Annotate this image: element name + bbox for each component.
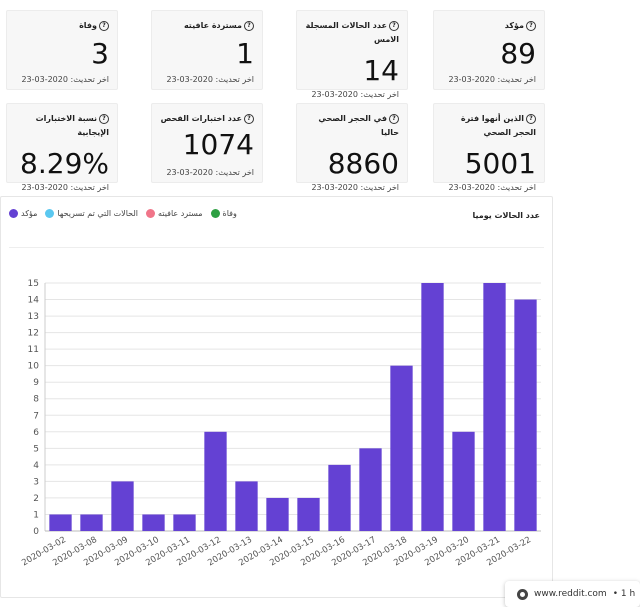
legend-dot-icon	[45, 209, 55, 218]
bar	[204, 431, 227, 531]
legend-label: مسترد عافيته	[158, 209, 203, 218]
y-tick-label: 0	[33, 527, 39, 537]
y-tick-label: 12	[28, 329, 39, 339]
card-value: 8.29%	[20, 147, 109, 180]
card-updated: اخر تحديث: 2020-03-23	[166, 168, 254, 177]
card-value: 1	[236, 37, 254, 70]
card-updated: اخر تحديث: 2020-03-23	[311, 90, 399, 99]
card-value: 3	[91, 37, 109, 70]
help-icon[interactable]: ?	[244, 20, 254, 31]
help-icon[interactable]: ?	[99, 20, 109, 31]
legend-label: مؤكد	[21, 209, 38, 218]
help-icon[interactable]: ?	[389, 20, 399, 31]
legend-label: الحالات التي تم تسريحها	[57, 209, 139, 218]
y-tick-label: 14	[28, 296, 40, 306]
bar	[359, 448, 382, 531]
help-icon[interactable]: ?	[526, 20, 536, 31]
y-tick-label: 11	[28, 345, 39, 355]
help-icon[interactable]: ?	[526, 113, 536, 124]
card-title: عدد الحالات المسجلة الامس	[305, 21, 399, 44]
card-in-quarantine: ?في الحجر الصحي حاليا 8860 اخر تحديث: 20…	[296, 103, 408, 192]
bar	[266, 497, 289, 531]
card-new-yesterday: ?عدد الحالات المسجلة الامس 14 اخر تحديث:…	[296, 10, 408, 99]
chrome-icon	[517, 588, 528, 600]
legend-item-confirmed[interactable]: مؤكد	[9, 209, 37, 218]
bar	[452, 431, 475, 531]
card-recovered: ?مستردة عافيته 1 اخر تحديث: 2020-03-23	[151, 10, 263, 90]
card-value: 8860	[327, 147, 399, 180]
daily-cases-chart-panel: عدد الحالات يوميا مؤكد الحالات التي تم ت…	[0, 196, 553, 598]
legend-dot-icon	[9, 209, 18, 218]
y-tick-label: 3	[33, 477, 39, 487]
help-icon[interactable]: ?	[244, 113, 254, 124]
card-title: مستردة عافيته	[183, 21, 242, 30]
card-updated: اخر تحديث: 2020-03-23	[448, 75, 536, 84]
bar	[514, 299, 537, 531]
card-value: 5001	[464, 147, 536, 180]
bar	[421, 283, 444, 531]
y-tick-label: 8	[33, 395, 39, 405]
help-icon[interactable]: ?	[99, 113, 109, 124]
y-tick-label: 2	[33, 494, 39, 504]
y-tick-label: 9	[33, 378, 39, 388]
bar	[483, 283, 506, 531]
legend-item-discharged[interactable]: الحالات التي تم تسريحها	[45, 209, 138, 218]
chart-legend: مؤكد الحالات التي تم تسريحها مسترد عافيت…	[9, 209, 237, 218]
source-time: • 1 h	[612, 589, 636, 599]
y-tick-label: 6	[33, 428, 39, 438]
bar	[297, 497, 320, 531]
card-title: الذين أنهوا فترة الحجر الصحي	[460, 114, 536, 137]
card-updated: اخر تحديث: 2020-03-23	[166, 75, 254, 84]
legend-item-recovered[interactable]: مسترد عافيته	[146, 209, 203, 218]
card-title: عدد اختبارات الفحص	[160, 114, 242, 123]
y-tick-label: 13	[28, 312, 39, 322]
y-tick-label: 5	[33, 444, 39, 454]
bar	[142, 514, 165, 531]
chart-title: عدد الحالات يوميا	[472, 211, 540, 220]
legend-dot-icon	[210, 209, 220, 218]
card-updated: اخر تحديث: 2020-03-23	[21, 183, 109, 192]
card-finished-quarantine: ?الذين أنهوا فترة الحجر الصحي 5001 اخر ت…	[433, 103, 545, 192]
card-tests: ?عدد اختبارات الفحص 1074 اخر تحديث: 2020…	[151, 103, 263, 183]
card-title: مؤكد	[504, 21, 524, 30]
card-title: نسبة الاختبارات الإيجابية	[35, 114, 109, 137]
legend-dot-icon	[146, 209, 156, 218]
card-value: 1074	[182, 128, 254, 161]
card-updated: اخر تحديث: 2020-03-23	[21, 75, 109, 84]
y-tick-label: 7	[33, 411, 39, 421]
legend-label: وفاة	[222, 209, 237, 218]
bar	[328, 464, 351, 531]
bar	[173, 514, 196, 531]
card-value: 89	[500, 37, 536, 70]
card-updated: اخر تحديث: 2020-03-23	[448, 183, 536, 192]
bar	[235, 481, 258, 531]
y-tick-label: 4	[33, 461, 39, 471]
card-title: وفاة	[79, 21, 97, 30]
source-domain: www.reddit.com	[534, 589, 607, 599]
bar	[49, 514, 72, 531]
card-deaths: ?وفاة 3 اخر تحديث: 2020-03-23	[6, 10, 118, 90]
bar-chart: 01234567891011121314152020-03-022020-03-…	[20, 279, 541, 568]
divider	[9, 247, 544, 248]
card-title: في الحجر الصحي حاليا	[318, 114, 399, 137]
bar	[111, 481, 134, 531]
bar	[390, 365, 413, 531]
card-updated: اخر تحديث: 2020-03-23	[311, 183, 399, 192]
card-positive-rate: ?نسبة الاختبارات الإيجابية 8.29% اخر تحد…	[6, 103, 118, 192]
y-tick-label: 10	[28, 362, 40, 372]
card-value: 14	[363, 54, 399, 87]
y-tick-label: 1	[33, 510, 39, 520]
browser-source-chip[interactable]: www.reddit.com • 1 h	[505, 581, 640, 607]
bar	[80, 514, 103, 531]
legend-item-deaths[interactable]: وفاة	[210, 209, 237, 218]
y-tick-label: 15	[28, 279, 39, 289]
help-icon[interactable]: ?	[389, 113, 399, 124]
card-confirmed: ?مؤكد 89 اخر تحديث: 2020-03-23	[433, 10, 545, 90]
